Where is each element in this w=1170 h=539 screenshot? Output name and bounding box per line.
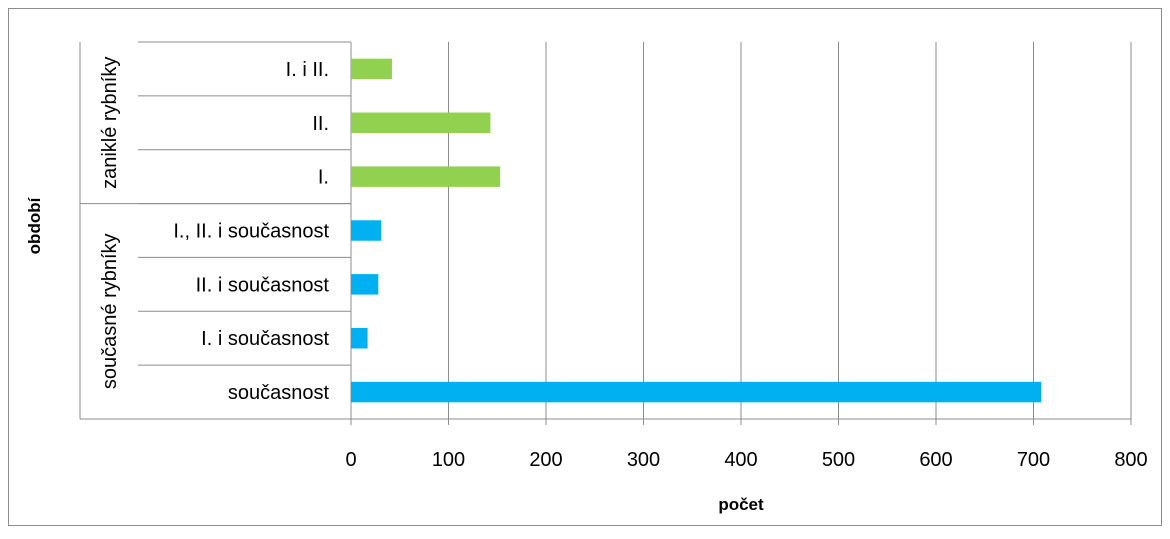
bar [351,274,379,295]
gridlines [350,42,1132,425]
bar [351,220,382,241]
chart-frame [8,8,1162,526]
x-tick-label: 700 [1017,449,1050,471]
x-tick-label: 100 [432,449,465,471]
category-label: I. i II. [286,59,329,81]
category-label: I. [318,167,329,189]
bar [351,166,501,187]
x-tick-label: 400 [724,449,757,471]
category-label: I. i současnost [201,328,329,350]
category-label: I., II. i současnost [173,221,329,243]
bars [351,58,1042,403]
category-label: II. [312,113,329,135]
category-label: současnost [228,382,330,404]
y-axis-title: období [25,196,44,254]
x-tick-label: 0 [345,449,356,471]
bar [351,381,1042,403]
x-axis-title: počet [718,495,764,514]
bar [351,327,368,349]
bar [351,58,392,80]
x-tick-label: 300 [627,449,660,471]
x-tick-label: 600 [919,449,952,471]
group-label: zaniklé rybníky [99,57,121,189]
bar [351,112,491,134]
x-tick-label: 200 [529,449,562,471]
labels: 0 100 200 300 400 500 600 700 800 zaniklé rybníky… [99,57,1148,471]
axes [79,41,1131,420]
category-label: II. i současnost [196,274,330,296]
group-label: současné rybníky [99,233,121,389]
x-tick-label: 800 [1114,449,1147,471]
x-tick-label: 500 [822,449,855,471]
